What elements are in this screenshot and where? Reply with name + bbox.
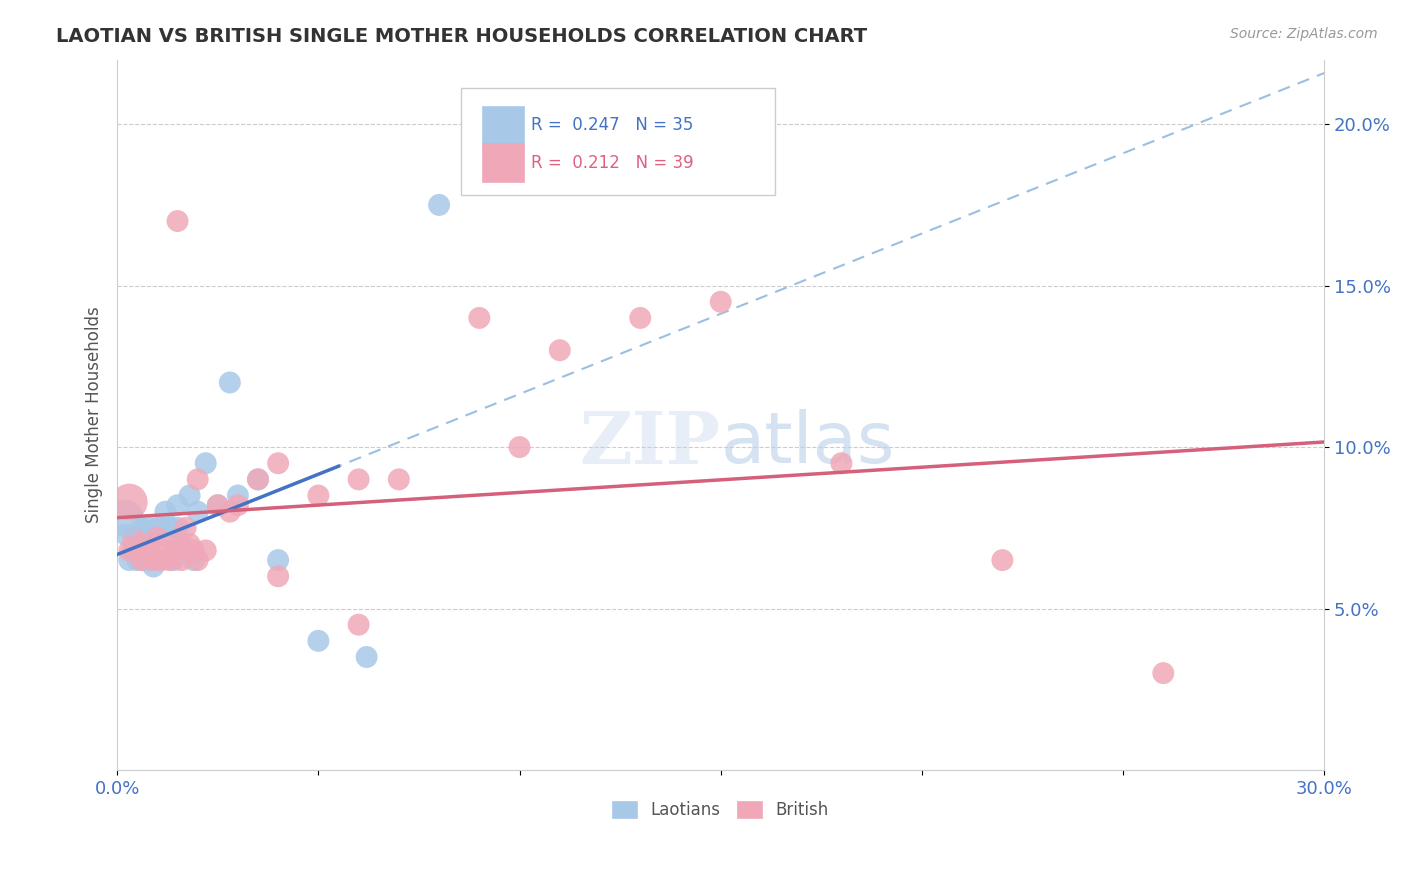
Point [118,553,141,567]
Point [127,553,149,567]
Point [179,489,201,503]
Point [122,537,145,551]
Point [1152,666,1174,681]
Point [388,472,411,486]
Point [166,521,188,535]
Point [247,472,270,486]
Point [347,472,370,486]
Point [218,376,240,390]
Point [155,543,177,558]
Point [150,553,173,567]
Point [183,543,205,558]
Point [179,537,201,551]
Point [142,553,165,567]
Point [131,543,153,558]
Point [138,537,160,551]
Point [138,521,160,535]
Point [548,343,571,358]
Point [146,553,169,567]
Point [187,472,209,486]
Point [226,489,249,503]
Point [122,543,145,558]
Point [127,531,149,545]
Point [162,553,184,567]
Point [131,553,153,567]
Text: atlas: atlas [721,409,896,478]
Point [247,472,270,486]
Point [150,521,173,535]
Point [628,310,651,325]
Point [131,521,153,535]
Point [166,537,188,551]
Point [194,456,217,470]
Point [159,521,181,535]
Point [509,440,531,454]
Point [307,633,329,648]
Point [710,294,733,309]
Point [170,553,193,567]
Point [170,537,193,551]
Point [183,553,205,567]
Point [114,511,136,525]
Point [118,543,141,558]
FancyBboxPatch shape [482,106,524,145]
FancyBboxPatch shape [482,144,524,183]
Point [187,553,209,567]
Y-axis label: Single Mother Households: Single Mother Households [86,307,103,524]
Point [187,505,209,519]
Point [127,543,149,558]
Point [207,498,229,512]
Point [142,531,165,545]
Point [991,553,1014,567]
Point [267,553,290,567]
Point [218,505,240,519]
Point [830,456,852,470]
Legend: Laotians, British: Laotians, British [606,794,835,826]
Point [307,489,329,503]
Point [122,531,145,545]
Point [194,543,217,558]
Point [142,559,165,574]
Point [134,543,156,558]
Point [166,214,188,228]
Point [159,553,181,567]
Text: Source: ZipAtlas.com: Source: ZipAtlas.com [1230,27,1378,41]
Point [347,617,370,632]
Point [356,650,378,665]
Point [146,521,169,535]
Point [134,553,156,567]
Point [174,521,197,535]
Point [468,310,491,325]
Point [134,527,156,541]
Text: LAOTIAN VS BRITISH SINGLE MOTHER HOUSEHOLDS CORRELATION CHART: LAOTIAN VS BRITISH SINGLE MOTHER HOUSEHO… [56,27,868,45]
Point [138,553,160,567]
Point [207,498,229,512]
Point [166,498,188,512]
Point [267,456,290,470]
Point [118,495,141,509]
Point [162,543,184,558]
Point [155,505,177,519]
Point [114,527,136,541]
Point [427,198,450,212]
Point [226,498,249,512]
FancyBboxPatch shape [461,88,775,194]
Point [146,531,169,545]
Point [267,569,290,583]
Text: R =  0.247   N = 35: R = 0.247 N = 35 [531,116,693,134]
Text: R =  0.212   N = 39: R = 0.212 N = 39 [531,153,693,171]
Text: ZIP: ZIP [579,408,721,479]
